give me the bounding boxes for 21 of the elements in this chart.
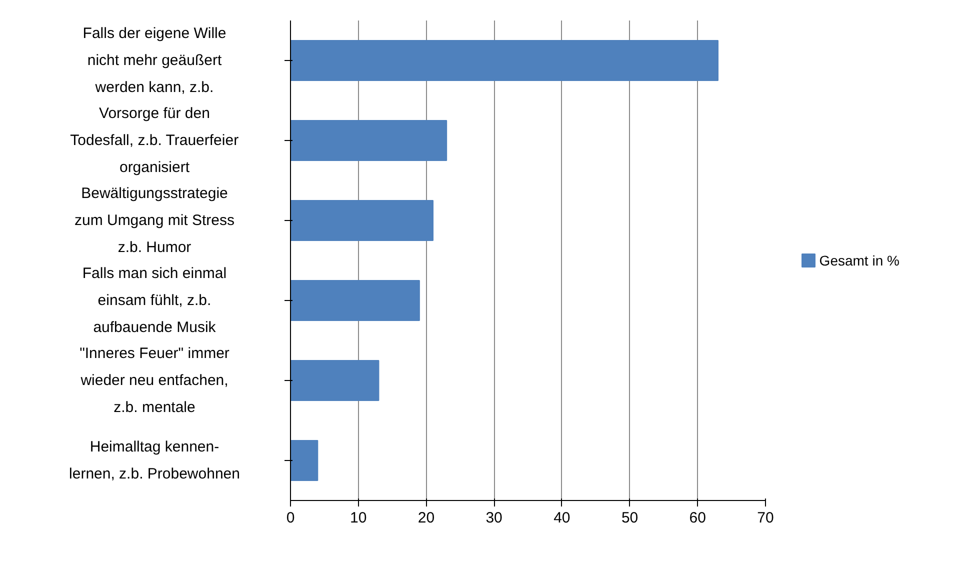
bar [290,40,718,81]
y-tick-label: Falls man sich einmal einsam fühlt, z.b. aufbauende Musik [82,264,227,336]
x-tick-label: 10 [350,510,367,526]
bar [290,360,380,401]
y-tick-label: "Inneres Feuer" immer wieder neu entfachen, z.b. mentale [80,344,230,416]
bar [290,440,318,481]
x-tick-label: 70 [757,510,774,526]
y-tick-label: Falls der eigene Wille nicht mehr geäußert werden kann, z.b. [82,24,226,96]
y-tick-label: Bewältigungsstrategie zum Umgang mit Stress z.b. Humor [74,184,235,256]
bar [290,120,448,161]
x-tick-label: 60 [689,510,706,526]
x-tick-label: 20 [418,510,435,526]
bar [290,200,434,241]
y-tick-label: Heimalltag kennen- lernen, z.b. Probewohnen [69,438,240,483]
x-tick-label: 50 [621,510,638,526]
x-tick-label: 0 [286,510,295,526]
bar [290,280,420,321]
y-tick-label: Vorsorge für den Todesfall, z.b. Trauerfeier organisiert [70,104,239,176]
legend-label: Gesamt in % [819,252,900,268]
x-tick-label: 40 [554,510,570,526]
x-tick-label: 30 [486,510,502,526]
